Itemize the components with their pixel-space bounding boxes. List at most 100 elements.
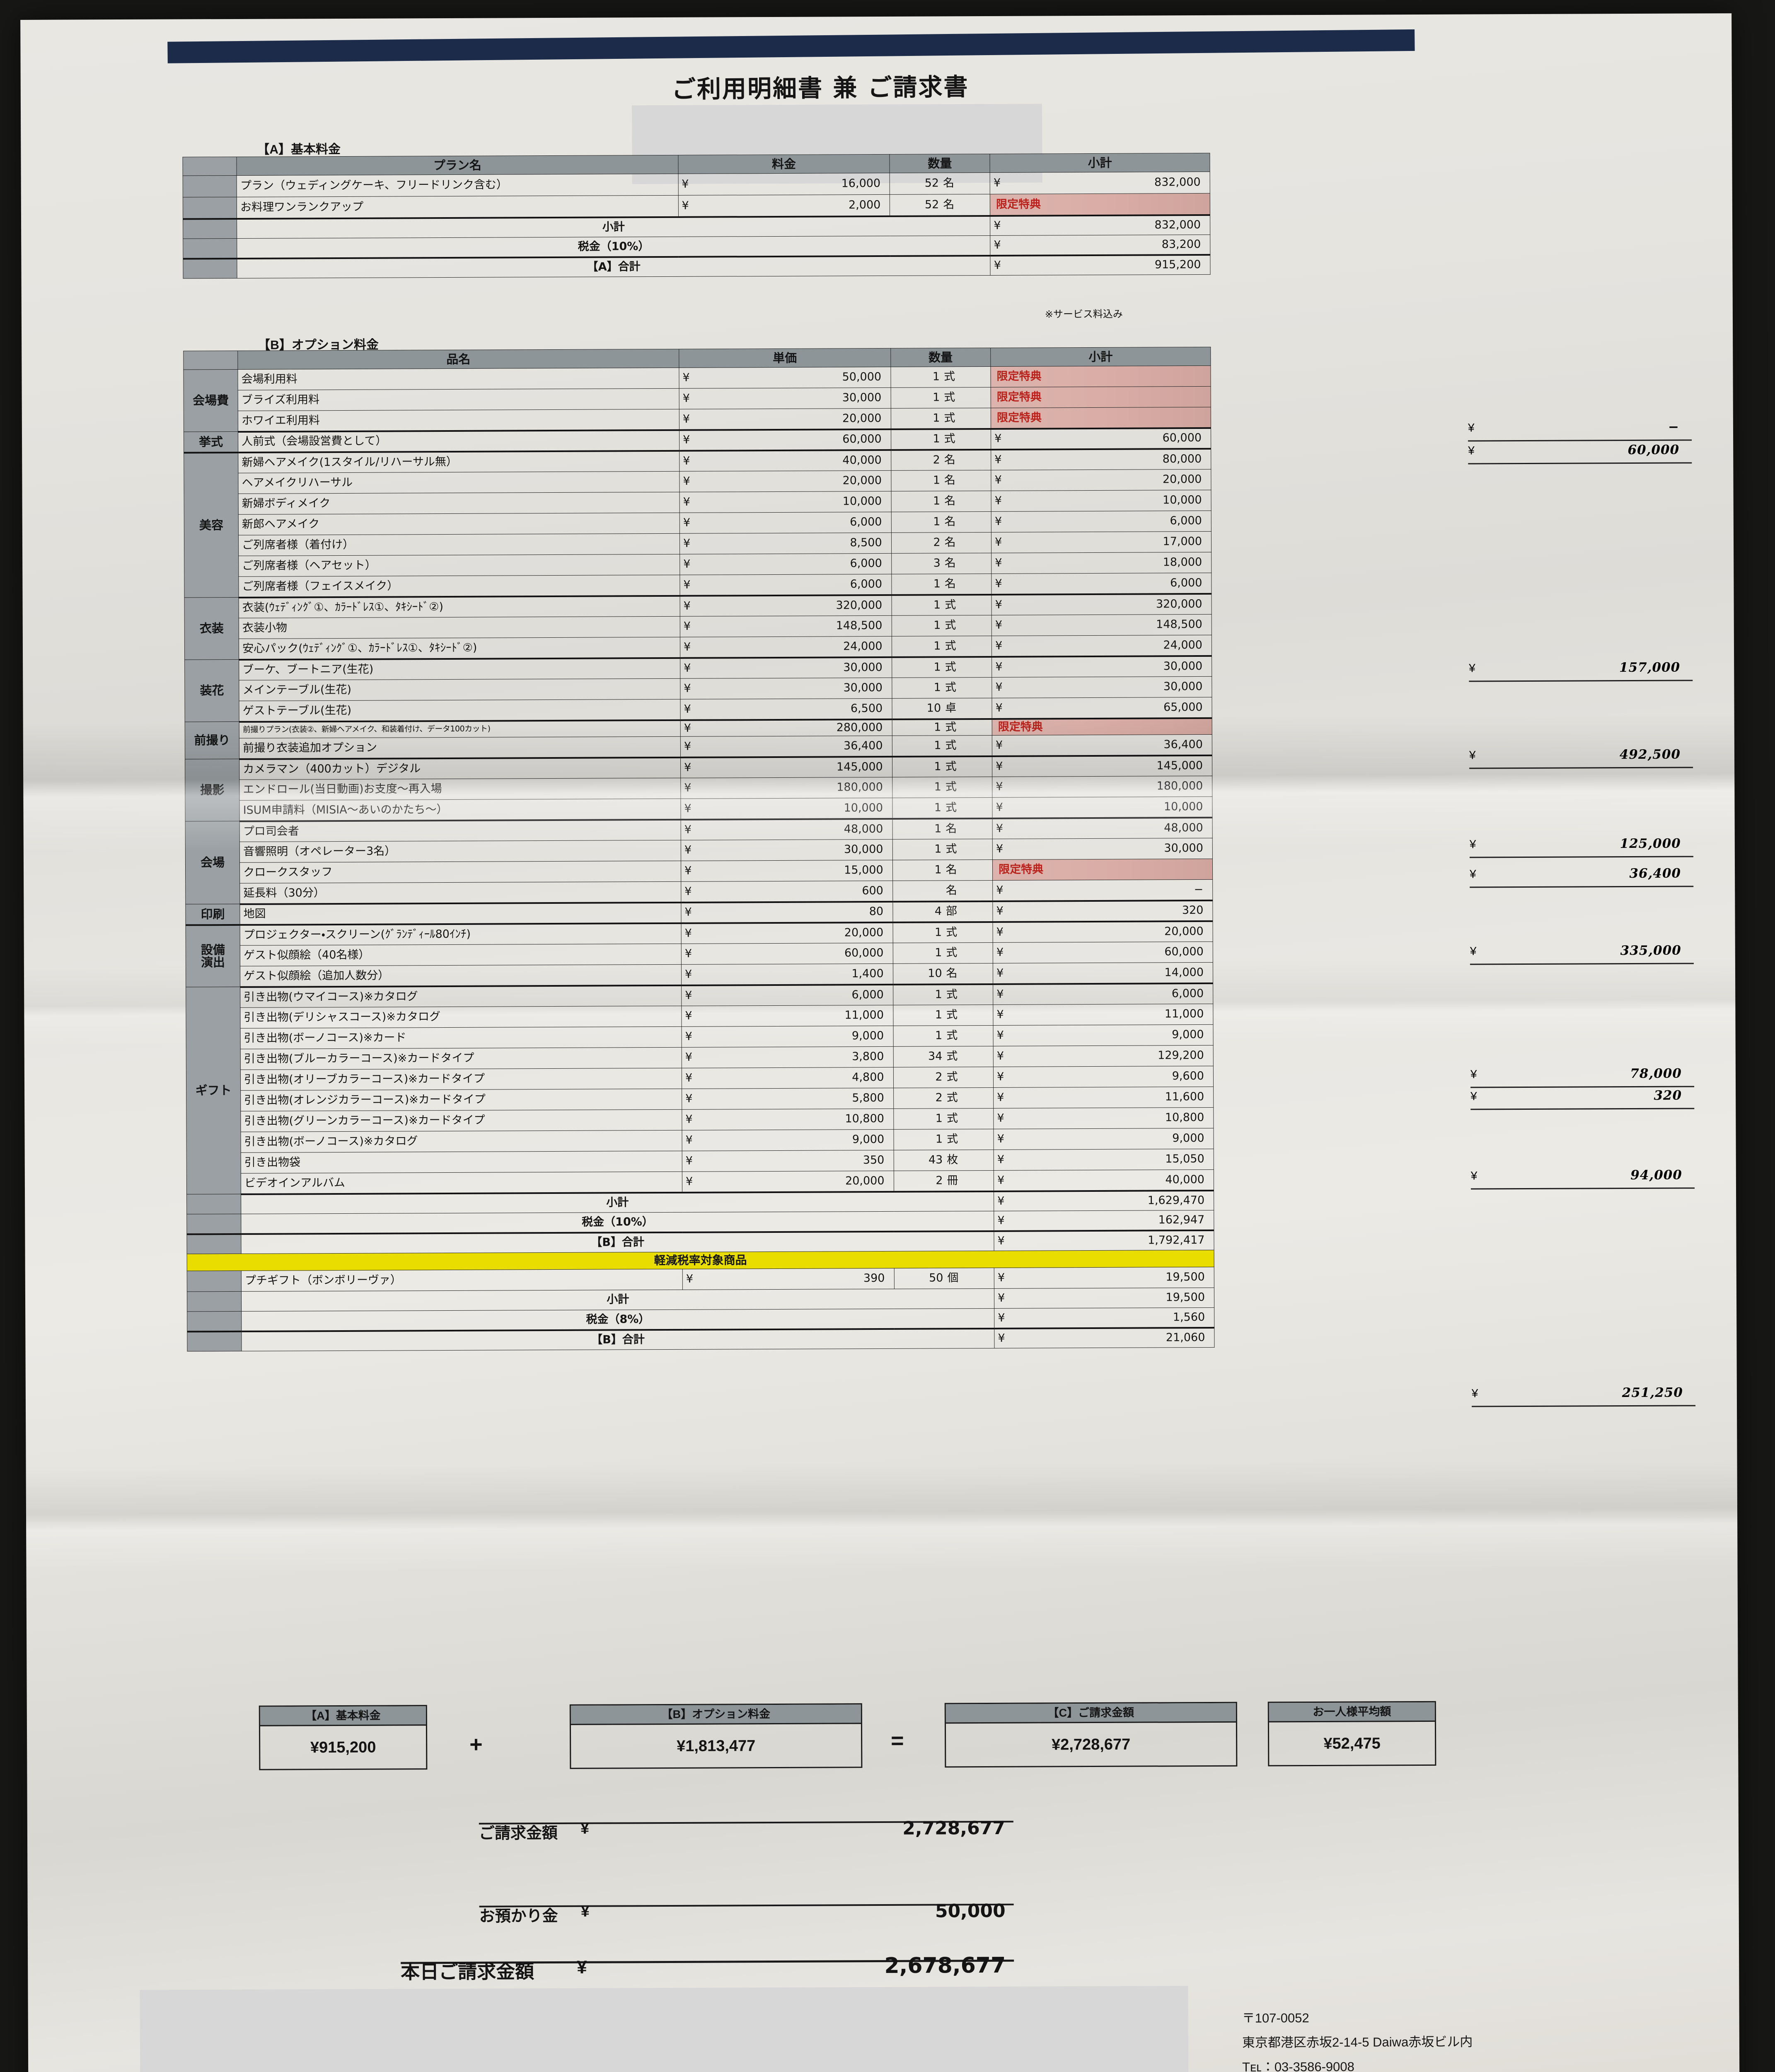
unit-price: ¥280,000 (680, 719, 892, 737)
item-name: 前撮りプラン(衣装②、新婦ヘアメイク、和装着付け、データ100カット) (239, 720, 681, 738)
unit-price: ¥10,000 (680, 491, 891, 513)
subtotal: ¥20,000 (991, 469, 1212, 491)
qty-cell: 43 枚 (893, 1150, 994, 1171)
limited-bonus-badge: 限定特典 (992, 718, 1212, 736)
item-name: ブーケ、ブートニア(生花) (239, 658, 680, 680)
today-total-yen: ¥ (577, 1957, 587, 1978)
equals-operator: = (890, 1728, 904, 1753)
summary-label: 税金（10%） (237, 235, 991, 259)
qty-cell: 名 (892, 880, 993, 902)
summary-box-value: ¥2,728,677 (1051, 1736, 1131, 1754)
invoice-total-line: ご請求金額 ¥ 2,728,677 (479, 1818, 1013, 1842)
unit-price: ¥10,800 (682, 1109, 894, 1130)
summary-box-header: 【C】ご請求金額 (946, 1703, 1236, 1724)
unit-price: ¥30,000 (680, 678, 892, 700)
summary-value: ¥83,200 (990, 235, 1210, 256)
table-b-col-name: 品名 (237, 349, 679, 370)
table-a-col-price: 料金 (678, 154, 890, 174)
subtotal: ¥65,000 (992, 697, 1212, 719)
item-name: 音響照明（オペレーター3名） (239, 840, 681, 863)
table-row: お料理ワンランクアップ ¥2,000 52 名 限定特典 (183, 193, 1210, 219)
margin-yen: ¥ (1470, 944, 1477, 958)
table-a-cat-blank (183, 175, 237, 197)
margin-value: 157,000 (1619, 660, 1681, 675)
limited-bonus-badge: 限定特典 (992, 859, 1213, 881)
margin-total: ¥251,250 (1471, 1385, 1696, 1407)
unit-price: ¥24,000 (680, 636, 892, 658)
margin-total: ¥60,000 (1468, 442, 1692, 465)
item-name: メインテーブル(生花) (239, 678, 680, 701)
margin-total: ¥492,500 (1469, 747, 1693, 769)
summary-value: ¥832,000 (990, 215, 1210, 236)
plus-operator: + (469, 1732, 483, 1757)
margin-total: ¥ − (1468, 419, 1692, 442)
reduced-summary-row: 【B】合計 ¥21,060 (187, 1327, 1214, 1351)
summary-label: 小計 (237, 215, 990, 239)
subtotal: ¥30,000 (991, 676, 1212, 698)
category-label: 設備 演出 (186, 925, 240, 987)
item-name: ご列席者様（ヘアセット） (238, 554, 680, 577)
item-name: 新婦ヘアメイク(1スタイル/リハーサル無） (238, 450, 680, 473)
unit-price: ¥16,000 (678, 173, 890, 196)
item-name: クロークスタッフ (239, 861, 681, 884)
margin-yen: ¥ (1469, 748, 1476, 762)
item-name: 新婦ボディメイク (238, 492, 680, 515)
unit-price: ¥9,000 (682, 1129, 894, 1151)
unit-price: ¥20,000 (679, 470, 891, 492)
unit-price: ¥6,000 (680, 512, 892, 534)
category-label: ギフト (186, 987, 241, 1194)
item-name: プチギフト（ボンボリーヴァ） (241, 1269, 683, 1292)
table-row: プラン（ウェディングケーキ、フリードリンク含む） ¥16,000 52 名 ¥83… (183, 172, 1210, 197)
margin-total: ¥125,000 (1469, 836, 1693, 858)
limited-bonus-badge: 限定特典 (991, 407, 1211, 429)
margin-value: 60,000 (1627, 442, 1680, 458)
subtotal: ¥60,000 (991, 428, 1211, 450)
section-a-caption: 【A】基本料金 (257, 142, 341, 157)
margin-value: 78,000 (1630, 1066, 1682, 1082)
unit-price: ¥40,000 (679, 450, 891, 472)
qty-cell: 34 式 (893, 1046, 994, 1067)
qty-cell: 50 個 (894, 1268, 994, 1289)
subtotal: ¥20,000 (993, 921, 1213, 943)
subtotal: ¥9,600 (993, 1066, 1214, 1088)
postal-code: 〒107-0052 (1242, 2011, 1309, 2026)
subtotal: ¥832,000 (990, 172, 1210, 194)
subtotal: ¥6,000 (991, 573, 1212, 595)
subtotal: ¥145,000 (992, 755, 1212, 777)
unit-price: ¥6,000 (680, 553, 892, 575)
margin-value: 36,400 (1629, 866, 1681, 881)
margin-value: 125,000 (1620, 836, 1681, 852)
table-a-col-name: プラン名 (237, 155, 678, 176)
item-name: 会場利用料 (238, 368, 680, 390)
table-a-summary-row: 【A】合計 ¥915,200 (183, 254, 1211, 278)
subtotal: ¥10,000 (991, 490, 1212, 512)
unit-price: ¥8,500 (680, 533, 892, 554)
paper-fold-shadow (26, 1460, 1738, 1574)
unit-price: ¥9,000 (681, 1026, 893, 1048)
unit-price: ¥60,000 (681, 943, 893, 965)
unit-price: ¥30,000 (679, 387, 891, 409)
summary-box: 【C】ご請求金額 ¥2,728,677 (944, 1702, 1238, 1768)
subtotal: ¥320 (992, 900, 1213, 922)
item-name: 引き出物(グリーンカラーコース)※カードタイプ (240, 1109, 682, 1132)
company-address: 東京都港区赤坂2-14-5 Daiwa赤坂ビル内 (1242, 2034, 1473, 2050)
deposit-yen: ¥ (580, 1903, 590, 1920)
subtotal: ¥30,000 (992, 838, 1213, 860)
unit-price: ¥320,000 (680, 595, 892, 617)
item-name: ご列席者様（フェイスメイク） (238, 575, 680, 598)
margin-value: − (1668, 419, 1680, 435)
unit-price: ¥36,400 (680, 736, 892, 758)
subtotal: ¥14,000 (993, 962, 1213, 984)
item-name: 地図 (240, 902, 682, 925)
margin-value: 492,500 (1619, 747, 1681, 762)
item-name: 引き出物(オレンジカラーコース)※カードタイプ (240, 1089, 682, 1111)
item-name: ゲストテーブル(生花) (239, 699, 681, 722)
